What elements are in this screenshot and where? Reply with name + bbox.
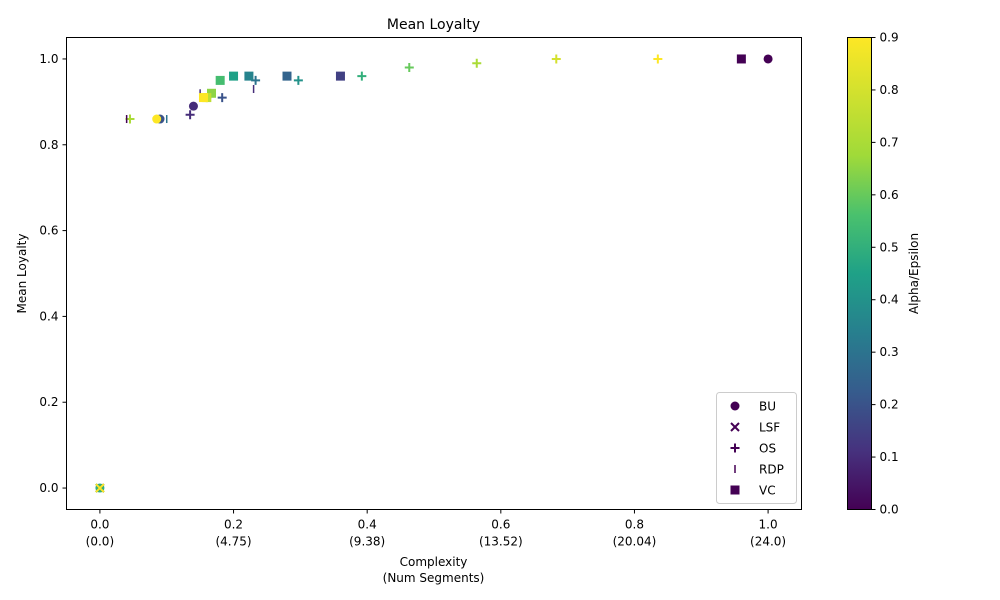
point-bu (763, 54, 773, 64)
colorbar-label: Alpha/Epsilon (907, 233, 921, 314)
legend-label-lsf: LSF (759, 421, 780, 435)
colorbar-tick-label: 0.0 (880, 503, 899, 517)
point-bu (152, 114, 162, 124)
point-os (293, 75, 303, 85)
point-vc (244, 71, 254, 81)
colorbar-tick-label: 0.4 (880, 293, 899, 307)
colorbar-tick-label: 0.2 (880, 398, 899, 412)
x-tick-label: 0.8 (625, 518, 644, 532)
plot-frame (66, 37, 802, 510)
point-lsf (95, 483, 105, 493)
point-vc (736, 54, 746, 64)
colorbar-tick-label: 0.5 (880, 240, 899, 254)
legend-label-bu: BU (759, 400, 776, 414)
colorbar-tick-label: 0.7 (880, 135, 899, 149)
x-tick-label: 0.6 (491, 518, 510, 532)
data-points (95, 54, 773, 493)
colorbar-tick-label: 0.6 (880, 188, 899, 202)
y-tick-label: 0.6 (39, 224, 58, 238)
colorbar-tick-label: 0.1 (880, 450, 899, 464)
point-os (185, 110, 195, 120)
chart-title: Mean Loyalty (387, 17, 480, 33)
y-axis-ticks: 0.0 0.2 0.4 0.6 0.8 1.0 (39, 52, 67, 495)
point-vc (215, 75, 225, 85)
point-vc (206, 88, 216, 98)
y-tick-label: 0.2 (39, 395, 58, 409)
colorbar-tick-label: 0.8 (880, 83, 899, 97)
legend-box (716, 392, 797, 504)
x-tick-sublabel: (0.0) (86, 535, 114, 549)
legend-label-os: OS (759, 442, 776, 456)
x-axis-ticks: 0.0 (0.0) 0.2 (4.75) 0.4 (9.38) 0.6 (13.52) 0.8 (… (86, 509, 786, 549)
x-tick-label: 1.0 (759, 518, 778, 532)
y-tick-label: 0.0 (39, 481, 58, 495)
legend-marker-lsf (730, 422, 740, 432)
colorbar: 0.0 0.1 0.2 0.3 0.4 0.5 0.6 0.7 0.8 0.9 Alpha/Eps… (847, 31, 921, 517)
point-os (653, 54, 663, 64)
x-tick-sublabel: (13.52) (479, 535, 523, 549)
y-tick-label: 1.0 (39, 52, 58, 66)
point-os (357, 71, 367, 81)
point-os (404, 63, 414, 73)
y-axis-label: Mean Loyalty (15, 234, 29, 314)
x-tick-sublabel: (20.04) (613, 535, 657, 549)
point-os (472, 58, 482, 68)
colorbar-tick-label: 0.3 (880, 345, 899, 359)
point-vc (335, 71, 345, 81)
point-os (551, 54, 561, 64)
x-tick-sublabel: (9.38) (349, 535, 385, 549)
x-tick-label: 0.4 (358, 518, 377, 532)
y-tick-label: 0.4 (39, 309, 58, 323)
x-tick-label: 0.0 (90, 518, 109, 532)
x-axis-sublabel: (Num Segments) (383, 571, 485, 585)
legend-marker-os (730, 443, 740, 453)
point-os (217, 93, 227, 103)
colorbar-gradient (847, 37, 872, 510)
legend: BU LSF OS RDP VC (716, 392, 797, 504)
point-vc (282, 71, 292, 81)
legend-label-vc: VC (759, 484, 776, 498)
x-axis-label: Complexity (400, 555, 468, 569)
point-vc (229, 71, 239, 81)
legend-marker-bu (730, 401, 740, 411)
y-tick-label: 0.8 (39, 138, 58, 152)
x-tick-sublabel: (4.75) (215, 535, 251, 549)
colorbar-tick-label: 0.9 (880, 31, 899, 45)
legend-label-rdp: RDP (759, 463, 784, 477)
x-tick-sublabel: (24.0) (750, 535, 786, 549)
point-bu (188, 101, 198, 111)
point-vc (198, 93, 208, 103)
x-tick-label: 0.2 (224, 518, 243, 532)
legend-marker-vc (730, 485, 740, 495)
